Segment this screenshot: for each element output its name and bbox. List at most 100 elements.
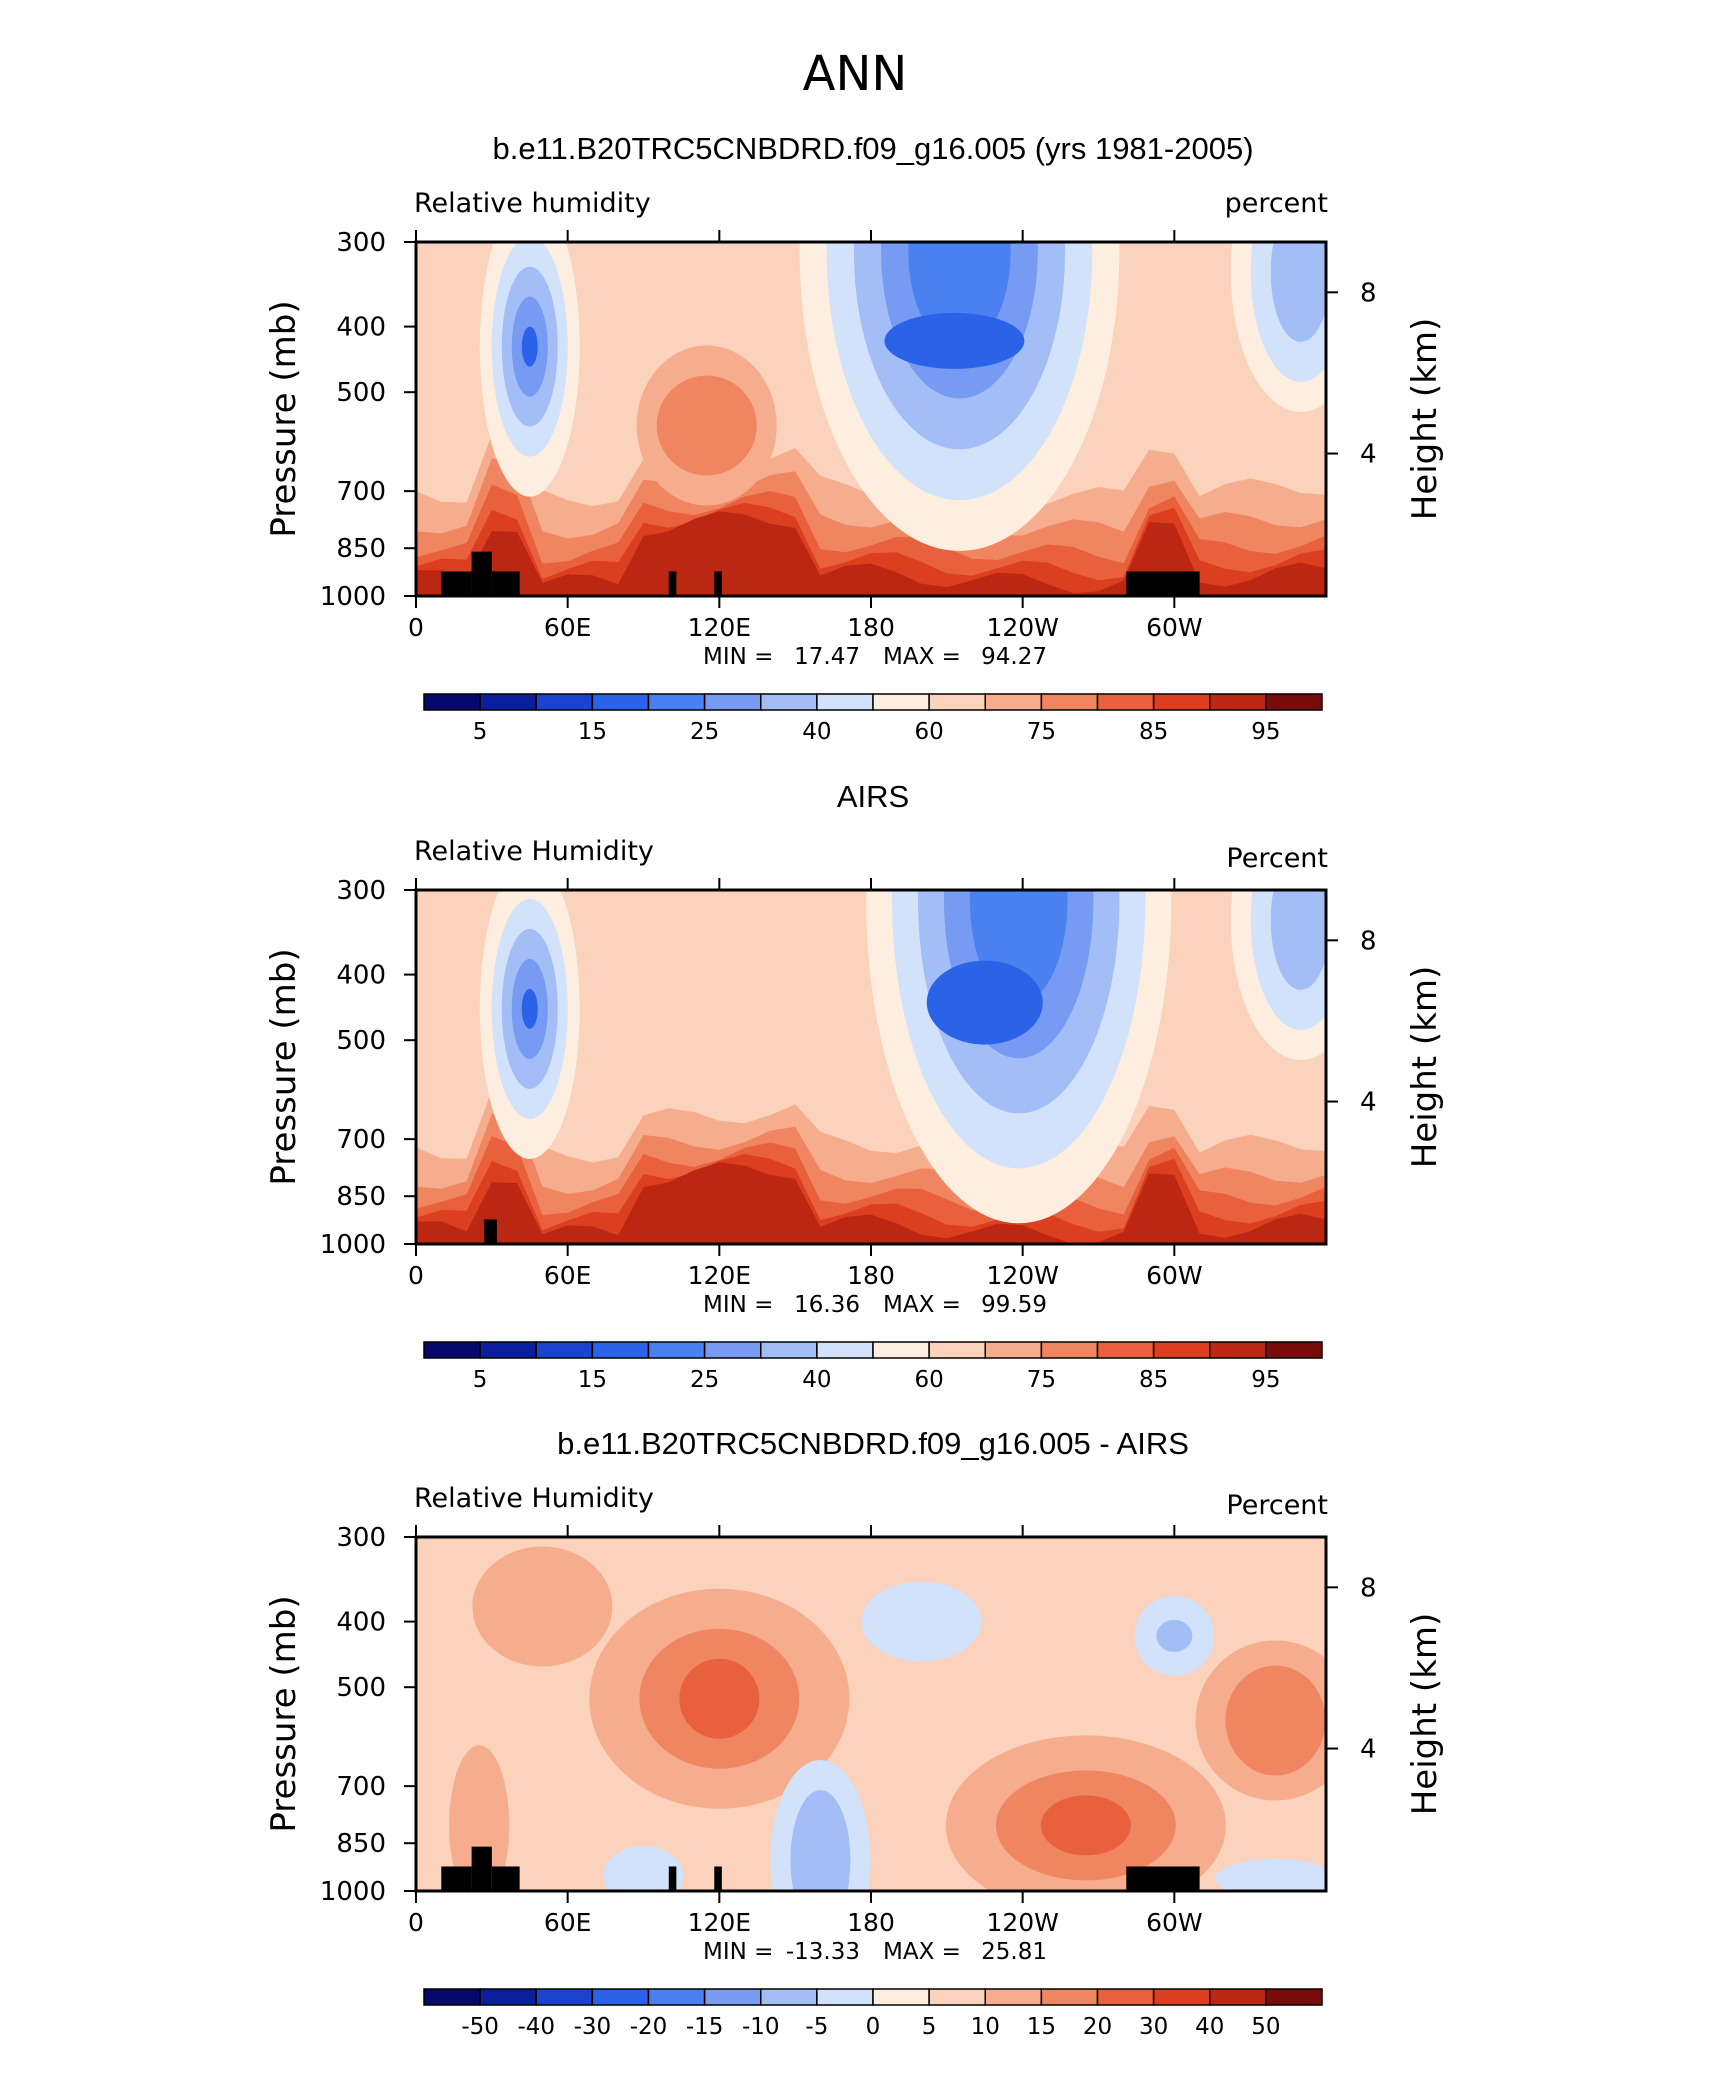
colorbar-swatch <box>535 1341 594 1359</box>
colorbar-label: 95 <box>1251 1367 1280 1393</box>
colorbar-swatch <box>872 1341 930 1359</box>
y-axis-label: Pressure (mb) <box>264 948 304 1185</box>
colorbar-swatch <box>703 693 762 711</box>
colorbar-label: 30 <box>1139 2014 1168 2040</box>
x-tick-label: 60E <box>544 1261 592 1290</box>
x-tick-label: 120E <box>688 1261 752 1290</box>
colorbar-swatch <box>928 1341 986 1359</box>
y-tick-label: 400 <box>336 313 386 343</box>
colorbar-label: 40 <box>802 719 831 745</box>
max-value: 94.27 <box>981 644 1047 670</box>
x-tick-label: 60E <box>544 1908 592 1937</box>
contour-band <box>679 1658 760 1739</box>
colorbar-swatch <box>423 1341 481 1359</box>
y2-axis-label: Height (km) <box>1405 318 1445 521</box>
y2-axis-label: Height (km) <box>1405 1613 1445 1816</box>
colorbar-swatch <box>1096 1341 1155 1359</box>
topography-block <box>491 571 520 596</box>
y2-tick-label: 8 <box>1360 926 1377 956</box>
colorbar-label: 15 <box>578 719 607 745</box>
colorbar-swatch <box>816 1341 874 1359</box>
colorbar-label: 10 <box>971 2014 1000 2040</box>
y2-tick-label: 8 <box>1360 278 1377 308</box>
colorbar-swatch <box>703 1988 762 2006</box>
y-axis-label: Pressure (mb) <box>264 1595 304 1832</box>
contour-band <box>416 511 1326 596</box>
colorbar-swatch <box>1209 1341 1267 1359</box>
contour-band <box>861 1581 982 1662</box>
y-axis-label: Pressure (mb) <box>264 300 304 537</box>
colorbar-label: 15 <box>578 1367 607 1393</box>
colorbar-swatch <box>1096 1988 1155 2006</box>
x-tick-label: 60W <box>1146 1908 1203 1937</box>
contour-band <box>1215 1859 1326 1891</box>
min-label: MIN = <box>703 644 773 670</box>
colorbar-label: 95 <box>1251 719 1280 745</box>
panel-units-label: percent <box>1225 188 1328 219</box>
x-tick-label: 120W <box>986 613 1058 642</box>
max-label: MAX = <box>883 1939 961 1965</box>
colorbar: 5 15 25 40 60 75 85 95 <box>423 693 1323 745</box>
colorbar-swatch <box>984 1988 1043 2006</box>
topography-block <box>1126 571 1200 596</box>
x-tick-label: 0 <box>408 613 424 642</box>
y2-axis-label: Height (km) <box>1405 966 1445 1169</box>
colorbar-swatch <box>984 1341 1043 1359</box>
colorbar-label: 85 <box>1139 1367 1168 1393</box>
topography-block <box>668 1866 677 1891</box>
colorbar-label: 25 <box>690 719 719 745</box>
colorbar-swatch <box>760 693 818 711</box>
contour-band <box>926 960 1043 1045</box>
y2-tick-label: 4 <box>1360 440 1377 470</box>
colorbar-swatch <box>703 1341 762 1359</box>
colorbar-label: 75 <box>1027 719 1056 745</box>
min-value: 17.47 <box>794 644 860 670</box>
x-tick-label: 180 <box>847 1908 895 1937</box>
figure-title: ANN <box>803 46 908 102</box>
x-tick-label: 180 <box>847 1261 895 1290</box>
colorbar-swatch <box>1152 693 1211 711</box>
colorbar-label: 60 <box>914 1367 943 1393</box>
topography-block <box>714 1866 722 1891</box>
colorbar-swatch <box>1152 1341 1211 1359</box>
x-tick-label: 60W <box>1146 613 1203 642</box>
contour-band <box>1270 890 1326 990</box>
y-tick-label: 1000 <box>320 1230 386 1260</box>
colorbar-label: -5 <box>805 2014 828 2040</box>
colorbar-swatch <box>1040 693 1099 711</box>
colorbar-swatch <box>479 693 537 711</box>
max-value: 25.81 <box>981 1939 1047 1965</box>
y-tick-label: 700 <box>336 477 386 507</box>
colorbar-swatch <box>591 693 650 711</box>
panel-units-label: Percent <box>1226 843 1328 874</box>
contour-band <box>656 375 757 476</box>
min-value: 16.36 <box>794 1292 860 1318</box>
colorbar-swatch <box>423 693 481 711</box>
contour-band <box>521 988 538 1029</box>
colorbar-label: -20 <box>630 2014 668 2040</box>
y-tick-label: 300 <box>336 228 386 258</box>
colorbar-label: 40 <box>1195 2014 1224 2040</box>
colorbar-swatch <box>984 693 1043 711</box>
colorbar-label: 75 <box>1027 1367 1056 1393</box>
colorbar-swatch <box>1265 1988 1323 2006</box>
x-tick-label: 60E <box>544 613 592 642</box>
panel-difference: b.e11.B20TRC5CNBDRD.f09_g16.005 - AIRS Re… <box>264 1426 1445 2040</box>
colorbar-label: 5 <box>922 2014 937 2040</box>
colorbar-swatch <box>1209 693 1267 711</box>
panel-variable-label: Relative Humidity <box>414 1483 654 1514</box>
colorbar-label: -10 <box>742 2014 780 2040</box>
topography-block <box>714 571 722 596</box>
colorbar-swatch <box>872 693 930 711</box>
y-tick-label: 850 <box>336 1182 386 1212</box>
y-tick-label: 400 <box>336 1608 386 1638</box>
colorbar-swatch <box>1040 1988 1099 2006</box>
colorbar-swatch <box>591 1988 650 2006</box>
colorbar-label: -15 <box>686 2014 724 2040</box>
contour-band <box>1270 242 1326 342</box>
contour-band <box>472 1546 613 1667</box>
x-tick-label: 120E <box>688 1908 752 1937</box>
panel-title: b.e11.B20TRC5CNBDRD.f09_g16.005 - AIRS <box>557 1426 1189 1461</box>
